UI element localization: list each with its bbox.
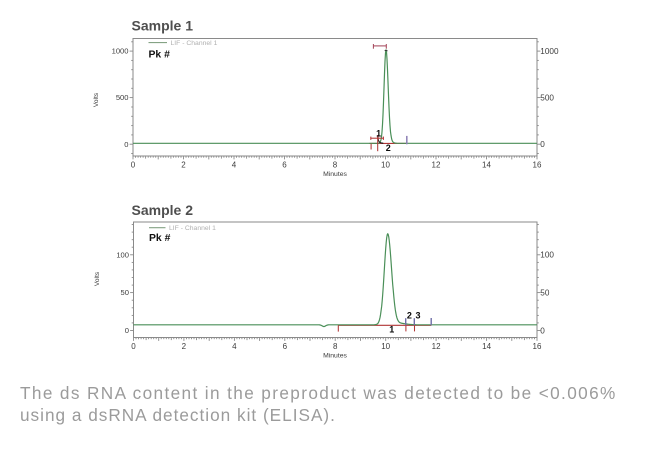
svg-text:Minutes: Minutes: [323, 353, 347, 360]
svg-text:1: 1: [376, 128, 381, 138]
svg-text:Pk #: Pk #: [149, 50, 171, 61]
svg-text:10: 10: [381, 342, 390, 351]
svg-text:16: 16: [533, 161, 542, 170]
svg-text:Sample 2: Sample 2: [132, 202, 194, 218]
svg-text:12: 12: [432, 342, 441, 351]
svg-text:2: 2: [181, 161, 186, 170]
svg-text:2: 2: [407, 310, 412, 320]
svg-text:16: 16: [533, 342, 542, 351]
svg-text:1000: 1000: [112, 47, 129, 56]
svg-text:100: 100: [116, 250, 129, 259]
svg-text:0: 0: [540, 140, 545, 149]
svg-text:12: 12: [432, 161, 441, 170]
svg-text:Minutes: Minutes: [323, 171, 347, 178]
svg-text:14: 14: [482, 161, 491, 170]
svg-text:3: 3: [415, 310, 420, 320]
svg-text:6: 6: [282, 161, 287, 170]
svg-text:4: 4: [232, 342, 237, 351]
svg-text:8: 8: [333, 342, 338, 351]
svg-text:1: 1: [389, 325, 394, 335]
svg-text:Pk #: Pk #: [149, 233, 171, 244]
svg-text:1000: 1000: [540, 47, 559, 56]
svg-text:2: 2: [182, 342, 187, 351]
svg-text:LIF - Channel 1: LIF - Channel 1: [169, 225, 216, 232]
svg-text:LIF - Channel 1: LIF - Channel 1: [171, 40, 218, 47]
svg-text:4: 4: [232, 161, 237, 170]
svg-text:0: 0: [131, 342, 136, 351]
svg-text:6: 6: [283, 342, 288, 351]
svg-text:0: 0: [540, 326, 545, 335]
svg-text:8: 8: [333, 161, 338, 170]
svg-text:500: 500: [116, 93, 129, 102]
svg-text:Volts: Volts: [93, 92, 100, 107]
svg-text:0: 0: [125, 326, 129, 335]
svg-text:Volts: Volts: [94, 271, 101, 286]
svg-text:100: 100: [540, 251, 554, 260]
svg-text:0: 0: [131, 161, 136, 170]
svg-text:500: 500: [540, 93, 554, 102]
svg-text:0: 0: [124, 140, 128, 149]
svg-text:50: 50: [540, 288, 550, 297]
svg-text:2: 2: [386, 143, 391, 153]
svg-text:50: 50: [121, 288, 129, 297]
svg-text:10: 10: [381, 161, 390, 170]
svg-text:Sample 1: Sample 1: [132, 18, 194, 34]
svg-text:14: 14: [482, 342, 491, 351]
